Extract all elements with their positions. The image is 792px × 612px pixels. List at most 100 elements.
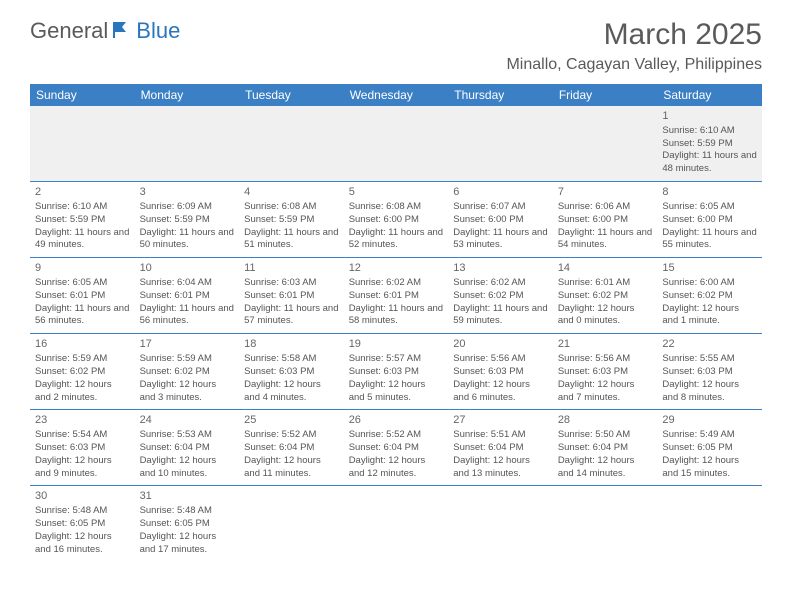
sunrise-text: Sunrise: 5:52 AM <box>349 429 444 442</box>
daylight-text: Daylight: 12 hours and 15 minutes. <box>662 455 757 481</box>
weekday-wednesday: Wednesday <box>344 84 449 106</box>
day-number: 12 <box>349 261 444 276</box>
day-number: 5 <box>349 185 444 200</box>
sunrise-text: Sunrise: 6:02 AM <box>349 277 444 290</box>
logo: General Blue <box>30 18 180 44</box>
sunset-text: Sunset: 6:03 PM <box>35 442 130 455</box>
calendar-day-cell: 15Sunrise: 6:00 AMSunset: 6:02 PMDayligh… <box>657 258 762 334</box>
day-number: 29 <box>662 413 757 428</box>
day-number: 27 <box>453 413 548 428</box>
sunset-text: Sunset: 6:02 PM <box>35 366 130 379</box>
sunrise-text: Sunrise: 6:04 AM <box>140 277 235 290</box>
day-number: 22 <box>662 337 757 352</box>
calendar-day-cell: 8Sunrise: 6:05 AMSunset: 6:00 PMDaylight… <box>657 182 762 258</box>
day-number: 31 <box>140 489 235 504</box>
calendar-week-row: 23Sunrise: 5:54 AMSunset: 6:03 PMDayligh… <box>30 410 762 486</box>
calendar-day-cell: 19Sunrise: 5:57 AMSunset: 6:03 PMDayligh… <box>344 334 449 410</box>
sunset-text: Sunset: 6:00 PM <box>558 214 653 227</box>
sunrise-text: Sunrise: 6:10 AM <box>35 201 130 214</box>
day-number: 30 <box>35 489 130 504</box>
daylight-text: Daylight: 12 hours and 10 minutes. <box>140 455 235 481</box>
month-title: March 2025 <box>506 18 762 52</box>
calendar-week-row: 9Sunrise: 6:05 AMSunset: 6:01 PMDaylight… <box>30 258 762 334</box>
sunrise-text: Sunrise: 5:49 AM <box>662 429 757 442</box>
daylight-text: Daylight: 12 hours and 6 minutes. <box>453 379 548 405</box>
daylight-text: Daylight: 11 hours and 50 minutes. <box>140 227 235 253</box>
sunset-text: Sunset: 6:00 PM <box>349 214 444 227</box>
daylight-text: Daylight: 12 hours and 0 minutes. <box>558 303 653 329</box>
calendar-day-cell: 9Sunrise: 6:05 AMSunset: 6:01 PMDaylight… <box>30 258 135 334</box>
calendar-day-cell: 28Sunrise: 5:50 AMSunset: 6:04 PMDayligh… <box>553 410 658 486</box>
calendar-day-cell: 21Sunrise: 5:56 AMSunset: 6:03 PMDayligh… <box>553 334 658 410</box>
sunrise-text: Sunrise: 5:56 AM <box>453 353 548 366</box>
sunrise-text: Sunrise: 6:05 AM <box>662 201 757 214</box>
day-number: 14 <box>558 261 653 276</box>
day-number: 1 <box>662 109 757 124</box>
day-number: 24 <box>140 413 235 428</box>
calendar-day-cell: 11Sunrise: 6:03 AMSunset: 6:01 PMDayligh… <box>239 258 344 334</box>
calendar-day-cell <box>239 486 344 562</box>
day-number: 26 <box>349 413 444 428</box>
daylight-text: Daylight: 11 hours and 51 minutes. <box>244 227 339 253</box>
daylight-text: Daylight: 11 hours and 57 minutes. <box>244 303 339 329</box>
calendar-day-cell: 17Sunrise: 5:59 AMSunset: 6:02 PMDayligh… <box>135 334 240 410</box>
flag-icon <box>112 20 132 43</box>
sunrise-text: Sunrise: 5:59 AM <box>140 353 235 366</box>
daylight-text: Daylight: 12 hours and 11 minutes. <box>244 455 339 481</box>
sunrise-text: Sunrise: 5:48 AM <box>140 505 235 518</box>
calendar-day-cell: 6Sunrise: 6:07 AMSunset: 6:00 PMDaylight… <box>448 182 553 258</box>
sunrise-text: Sunrise: 5:51 AM <box>453 429 548 442</box>
sunset-text: Sunset: 6:03 PM <box>349 366 444 379</box>
sunrise-text: Sunrise: 5:59 AM <box>35 353 130 366</box>
calendar-day-cell <box>553 106 658 182</box>
calendar-day-cell <box>344 106 449 182</box>
calendar-day-cell: 22Sunrise: 5:55 AMSunset: 6:03 PMDayligh… <box>657 334 762 410</box>
calendar-day-cell <box>135 106 240 182</box>
daylight-text: Daylight: 12 hours and 16 minutes. <box>35 531 130 557</box>
calendar-day-cell <box>448 106 553 182</box>
calendar-week-row: 1Sunrise: 6:10 AMSunset: 5:59 PMDaylight… <box>30 106 762 182</box>
daylight-text: Daylight: 11 hours and 53 minutes. <box>453 227 548 253</box>
sunrise-text: Sunrise: 6:10 AM <box>662 125 757 138</box>
calendar-day-cell: 27Sunrise: 5:51 AMSunset: 6:04 PMDayligh… <box>448 410 553 486</box>
day-number: 3 <box>140 185 235 200</box>
day-number: 2 <box>35 185 130 200</box>
logo-text-general: General <box>30 18 108 44</box>
day-number: 21 <box>558 337 653 352</box>
day-number: 4 <box>244 185 339 200</box>
daylight-text: Daylight: 12 hours and 3 minutes. <box>140 379 235 405</box>
sunrise-text: Sunrise: 5:48 AM <box>35 505 130 518</box>
sunrise-text: Sunrise: 6:08 AM <box>349 201 444 214</box>
calendar-day-cell: 30Sunrise: 5:48 AMSunset: 6:05 PMDayligh… <box>30 486 135 562</box>
calendar-day-cell: 29Sunrise: 5:49 AMSunset: 6:05 PMDayligh… <box>657 410 762 486</box>
day-number: 20 <box>453 337 548 352</box>
sunrise-text: Sunrise: 5:50 AM <box>558 429 653 442</box>
day-number: 16 <box>35 337 130 352</box>
sunset-text: Sunset: 6:03 PM <box>244 366 339 379</box>
weekday-sunday: Sunday <box>30 84 135 106</box>
calendar-day-cell <box>30 106 135 182</box>
sunset-text: Sunset: 6:01 PM <box>349 290 444 303</box>
sunset-text: Sunset: 6:00 PM <box>662 214 757 227</box>
daylight-text: Daylight: 11 hours and 48 minutes. <box>662 150 757 176</box>
day-number: 17 <box>140 337 235 352</box>
sunrise-text: Sunrise: 6:06 AM <box>558 201 653 214</box>
sunset-text: Sunset: 6:04 PM <box>558 442 653 455</box>
sunrise-text: Sunrise: 5:52 AM <box>244 429 339 442</box>
sunrise-text: Sunrise: 6:05 AM <box>35 277 130 290</box>
daylight-text: Daylight: 11 hours and 56 minutes. <box>140 303 235 329</box>
calendar-day-cell: 4Sunrise: 6:08 AMSunset: 5:59 PMDaylight… <box>239 182 344 258</box>
calendar-day-cell <box>448 486 553 562</box>
day-number: 13 <box>453 261 548 276</box>
sunset-text: Sunset: 6:04 PM <box>140 442 235 455</box>
sunrise-text: Sunrise: 5:55 AM <box>662 353 757 366</box>
sunset-text: Sunset: 6:01 PM <box>35 290 130 303</box>
sunset-text: Sunset: 6:03 PM <box>558 366 653 379</box>
calendar-day-cell: 12Sunrise: 6:02 AMSunset: 6:01 PMDayligh… <box>344 258 449 334</box>
sunrise-text: Sunrise: 6:03 AM <box>244 277 339 290</box>
daylight-text: Daylight: 11 hours and 56 minutes. <box>35 303 130 329</box>
calendar-day-cell: 2Sunrise: 6:10 AMSunset: 5:59 PMDaylight… <box>30 182 135 258</box>
sunset-text: Sunset: 6:02 PM <box>662 290 757 303</box>
daylight-text: Daylight: 12 hours and 7 minutes. <box>558 379 653 405</box>
daylight-text: Daylight: 12 hours and 4 minutes. <box>244 379 339 405</box>
